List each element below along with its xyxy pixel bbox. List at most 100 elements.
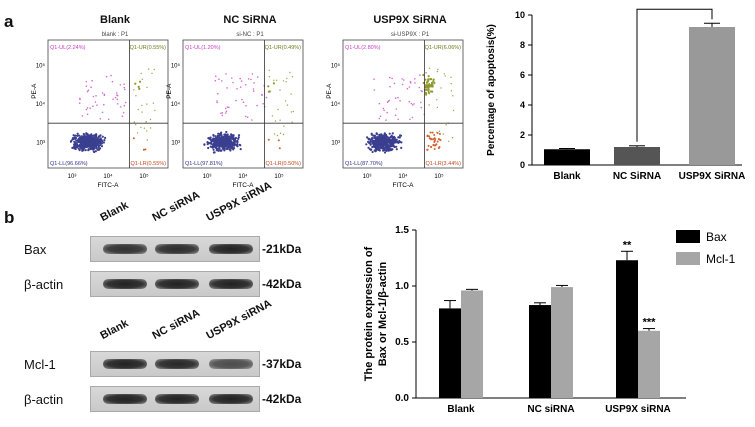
blot-lane-label: Blank [98,317,131,342]
flow-plot-title: Blank [100,14,130,26]
flow-y-tick: 10⁴ [36,101,46,108]
blot-strip [90,386,260,412]
flow-label-ll: Q1-LL(97.81%) [185,161,223,167]
blot-kda-label: -42kDa [262,392,302,406]
blot-kda-label: -37kDa [262,357,302,371]
blot-band [103,279,147,289]
protein-bar-mcl-1-2 [638,330,660,398]
apoptosis-bar-chart: 0 2 4 6 8 10 Percentage of apoptosis(%) Blank NC… [486,5,745,182]
protein-significance-mark: *** [643,317,657,329]
flow-plot-sample: si-NC : P1 [236,32,264,38]
blot-lane-label: NC siRNA [150,307,202,342]
flow-y-label: PE-A [31,83,38,99]
blot-strip [90,236,260,262]
protein-legend-swatch [676,230,700,243]
blot-band [209,279,253,289]
flow-label-lr: Q1-LR(3.44%) [426,161,462,167]
blot-row-label: Mcl-1 [24,357,56,372]
blot-band [103,244,147,254]
flow-label-ur: Q1-UR(6.06%) [425,45,462,51]
flow-x-tick: 10⁴ [238,173,248,180]
apop-y-tick-label: 0 [520,160,525,170]
flow-plot-sample: blank : P1 [101,32,129,38]
protein-bar-bax-2 [616,260,638,398]
panel-a-label: a [4,12,14,31]
flow-label-ul: Q1-UL(1.20%) [185,45,221,51]
flow-x-label: FITC-A [98,182,120,189]
flow-y-tick: 10⁵ [36,63,46,70]
flow-plot: Q1-UL(2.80%) Q1-UR(6.06%) Q1-LL(87.70%) Q1-… [326,39,464,189]
blot-lane-label: USP9X siRNA [204,297,274,342]
flow-plot: Q1-UL(1.20%) Q1-UR(0.49%) Q1-LL(97.81%) Q1-… [166,39,304,189]
flow-label-lr: Q1-LR(0.55%) [131,161,167,167]
flow-points [69,68,156,154]
flow-x-tick: 10⁵ [274,173,284,180]
apop-y-tick-label: 2 [520,130,525,140]
flow-x-tick: 10⁴ [398,173,408,180]
protein-x-tick-label: Blank [447,404,475,415]
flow-x-tick: 10⁵ [434,173,444,180]
apop-bar-2 [689,27,735,165]
apop-bar-0 [544,149,590,165]
protein-bar-mcl-1-0 [461,290,483,398]
blot-band [209,244,253,254]
flow-y-tick: 10³ [171,140,180,146]
blot-band [155,244,199,254]
protein-y-tick-label: 1.5 [395,225,409,236]
flow-y-tick: 10⁵ [171,63,181,70]
protein-bar-mcl-1-1 [551,287,573,398]
panel-b-label: b [4,208,15,227]
flow-y-label: PE-A [166,83,173,99]
protein-y-tick-label: 1.0 [395,281,409,292]
blot-band [209,394,253,404]
blot-band [209,359,253,369]
apop-y-tick-label: 4 [520,100,525,110]
protein-legend-label: Mcl-1 [706,252,736,266]
blot-band [155,394,199,404]
apop-y-tick-label: 8 [520,40,525,50]
flow-x-tick: 10⁵ [139,173,149,180]
flow-y-tick: 10⁵ [331,63,341,70]
blot-strip [90,351,260,377]
blot-row-label: Bax [24,242,47,257]
apop-y-tick-label: 10 [515,10,525,20]
protein-x-tick-label: NC siRNA [527,404,574,415]
protein-y-tick-label: 0.0 [395,393,409,404]
protein-x-tick-label: USP9X siRNA [605,404,671,415]
flow-y-tick: 10⁴ [331,101,341,108]
blot-row-label: β-actin [24,392,64,407]
flow-x-tick: 10³ [203,174,212,180]
protein-y-tick-label: 0.5 [395,337,409,348]
flow-plot-title: NC SiRNA [223,14,277,26]
flow-x-label: FITC-A [233,182,255,189]
flow-y-tick: 10⁴ [171,101,181,108]
apop-y-tick-label: 6 [520,70,525,80]
flow-plot-title: USP9X SiRNA [373,14,447,26]
protein-legend-label: Bax [706,230,727,244]
protein-significance-mark: ** [623,239,632,251]
flow-x-tick: 10³ [363,174,372,180]
apop-bar-1 [614,147,660,165]
blot-kda-label: -21kDa [262,242,302,256]
apop-y-label: Percentage of apoptosis(%) [486,24,497,156]
flow-y-label: PE-A [326,83,333,99]
blot-band [103,359,147,369]
flow-label-ur: Q1-UR(0.55%) [130,45,167,51]
flow-plot-frame [47,39,169,169]
flow-plot-sample: si-USP9X : P1 [390,32,430,38]
apop-significance-bracket [636,8,713,142]
flow-label-lr: Q1-LR(0.50%) [266,161,302,167]
flow-plot-frame [342,39,464,169]
flow-label-ur: Q1-UR(0.49%) [265,45,302,51]
flow-x-tick: 10⁴ [103,173,113,180]
blot-band [155,279,199,289]
blot-kda-label: -42kDa [262,277,302,291]
blot-strip [90,271,260,297]
protein-bar-bax-0 [439,308,461,398]
apop-x-tick-label: Blank [553,171,581,182]
flow-label-ul: Q1-UL(2.80%) [345,45,381,51]
flow-plot-frame [182,39,304,169]
flow-x-label: FITC-A [393,182,415,189]
flow-x-tick: 10³ [68,174,77,180]
